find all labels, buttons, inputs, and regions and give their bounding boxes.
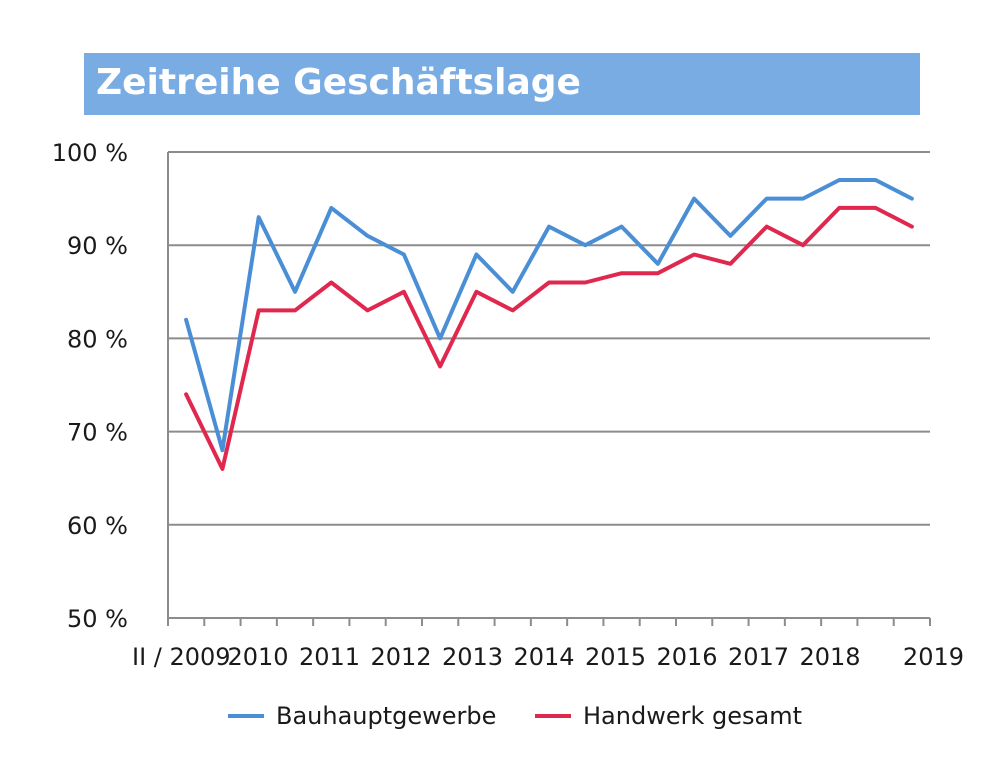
chart-title-bar: Zeitreihe Geschäftslage [84,53,920,115]
x-tick-label: II / 2009 [132,643,231,671]
gridlines [168,151,930,526]
x-tick-label: 2018 [799,643,860,671]
y-axis-ticks: 50 % 60 % 70 % 80 % 90 % 100 % [52,139,128,633]
x-tick-label: 2017 [728,643,789,671]
legend-label-handwerk-gesamt: Handwerk gesamt [583,702,802,730]
series-lines [184,178,914,471]
y-tick-label: 100 % [52,139,128,167]
legend-item-handwerk-gesamt: Handwerk gesamt [535,698,802,734]
legend-swatch-handwerk-gesamt [535,714,571,718]
legend-swatch-bauhauptgewerbe [228,714,264,718]
y-tick-label: 70 % [67,419,128,447]
x-tick-label: 2010 [227,643,288,671]
x-tick-label: 2016 [656,643,717,671]
legend-label-bauhauptgewerbe: Bauhauptgewerbe [276,702,497,730]
x-tick-label: 2015 [585,643,646,671]
x-tick-label: 2011 [299,643,360,671]
series-line-bauhauptgewerbe [184,178,914,453]
series-line-handwerk-gesamt [184,205,914,471]
chart-title: Zeitreihe Geschäftslage [96,62,581,103]
x-tick-label: 2013 [442,643,503,671]
x-tick-label: 2019 [903,643,964,671]
y-tick-label: 80 % [67,325,128,353]
legend: Bauhauptgewerbe Handwerk gesamt [0,698,999,734]
x-axis [167,152,931,626]
x-tick-label: 2012 [370,643,431,671]
y-tick-label: 60 % [67,512,128,540]
x-tick-label: 2014 [513,643,574,671]
legend-item-bauhauptgewerbe: Bauhauptgewerbe [228,698,496,734]
y-tick-label: 50 % [67,605,128,633]
y-tick-label: 90 % [67,232,128,260]
